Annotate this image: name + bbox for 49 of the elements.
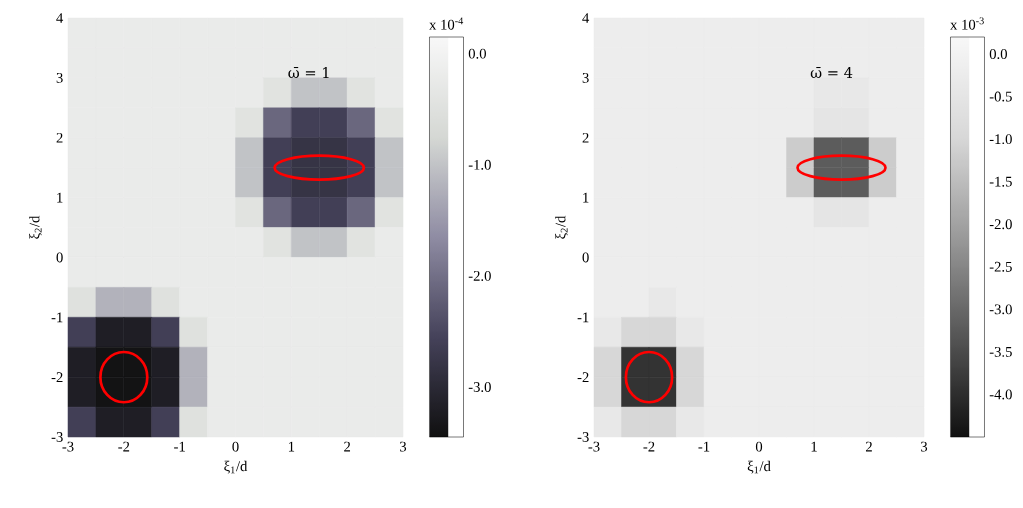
y-tick-label: 3 [582, 72, 589, 83]
x-tick-label: 1 [288, 441, 295, 452]
y-tick-label: 2 [56, 132, 63, 143]
color-bar-title: x 10$^{-4}$ [429, 17, 464, 30]
color-bar-label: -3.0 [468, 382, 491, 392]
color-bar-label: 0.0 [989, 49, 1007, 60]
x-tick-label: -2 [643, 441, 655, 452]
y-tick-label: 0 [582, 252, 589, 263]
y-tick-label: -2 [577, 372, 589, 382]
y-tick-label: 1 [583, 192, 589, 203]
x-tick-label: 2 [344, 441, 351, 452]
y-tick-label: 3 [56, 72, 63, 83]
color-bar-label: -2.5 [989, 261, 1012, 272]
x-tick-label: 0 [755, 441, 763, 452]
x-tick-label: 0 [232, 441, 239, 452]
y-tick-label: 2 [582, 132, 589, 143]
x-tick-label: -2 [118, 441, 130, 452]
color-bar-label: -1.0 [468, 159, 491, 170]
y-tick-label: 4 [56, 13, 64, 23]
color-bar-label: -0.5 [989, 91, 1012, 102]
y-tick-label: 4 [582, 13, 590, 23]
color-bar-title: x 10$^{-3}$ [950, 17, 984, 30]
y-tick-label: -1 [577, 312, 589, 323]
annotation: ω̄ = 1 [288, 67, 329, 78]
y-tick-label: -1 [51, 312, 63, 323]
x-tick-label: 1 [811, 441, 817, 452]
y-tick-label: 0 [56, 252, 63, 263]
x-tick-label: 2 [865, 441, 872, 452]
x-tick-label: -1 [698, 441, 710, 452]
x-tick-label: 3 [921, 441, 928, 452]
color-bar-label: -4.0 [989, 389, 1012, 400]
color-bar-label: 0.0 [468, 48, 486, 59]
y-tick-label: -3 [51, 432, 63, 442]
x-axis-title: ξ$_{1}$/d [224, 460, 248, 474]
color-bar-label: -3.0 [989, 304, 1012, 315]
y-tick-label: -3 [577, 432, 589, 442]
y-axis-title: ξ$_{2}$/d [555, 215, 568, 239]
annotation: ω̄ = 4 [810, 67, 853, 78]
color-bar-label: -3.5 [989, 346, 1012, 357]
x-axis-title: ξ$_{1}$/d [747, 460, 771, 474]
color-bar-label: -1.5 [989, 176, 1012, 187]
color-bar-label: -2.0 [468, 270, 491, 281]
color-bar-label: -2.0 [989, 219, 1012, 230]
color-bar-label: -1.0 [989, 134, 1012, 145]
x-tick-label: 3 [400, 441, 407, 452]
x-tick-label: -1 [174, 441, 185, 452]
y-tick-label: -2 [51, 372, 63, 382]
y-tick-label: 1 [57, 192, 63, 203]
y-axis-title: ξ$_{2}$/d [29, 215, 42, 239]
